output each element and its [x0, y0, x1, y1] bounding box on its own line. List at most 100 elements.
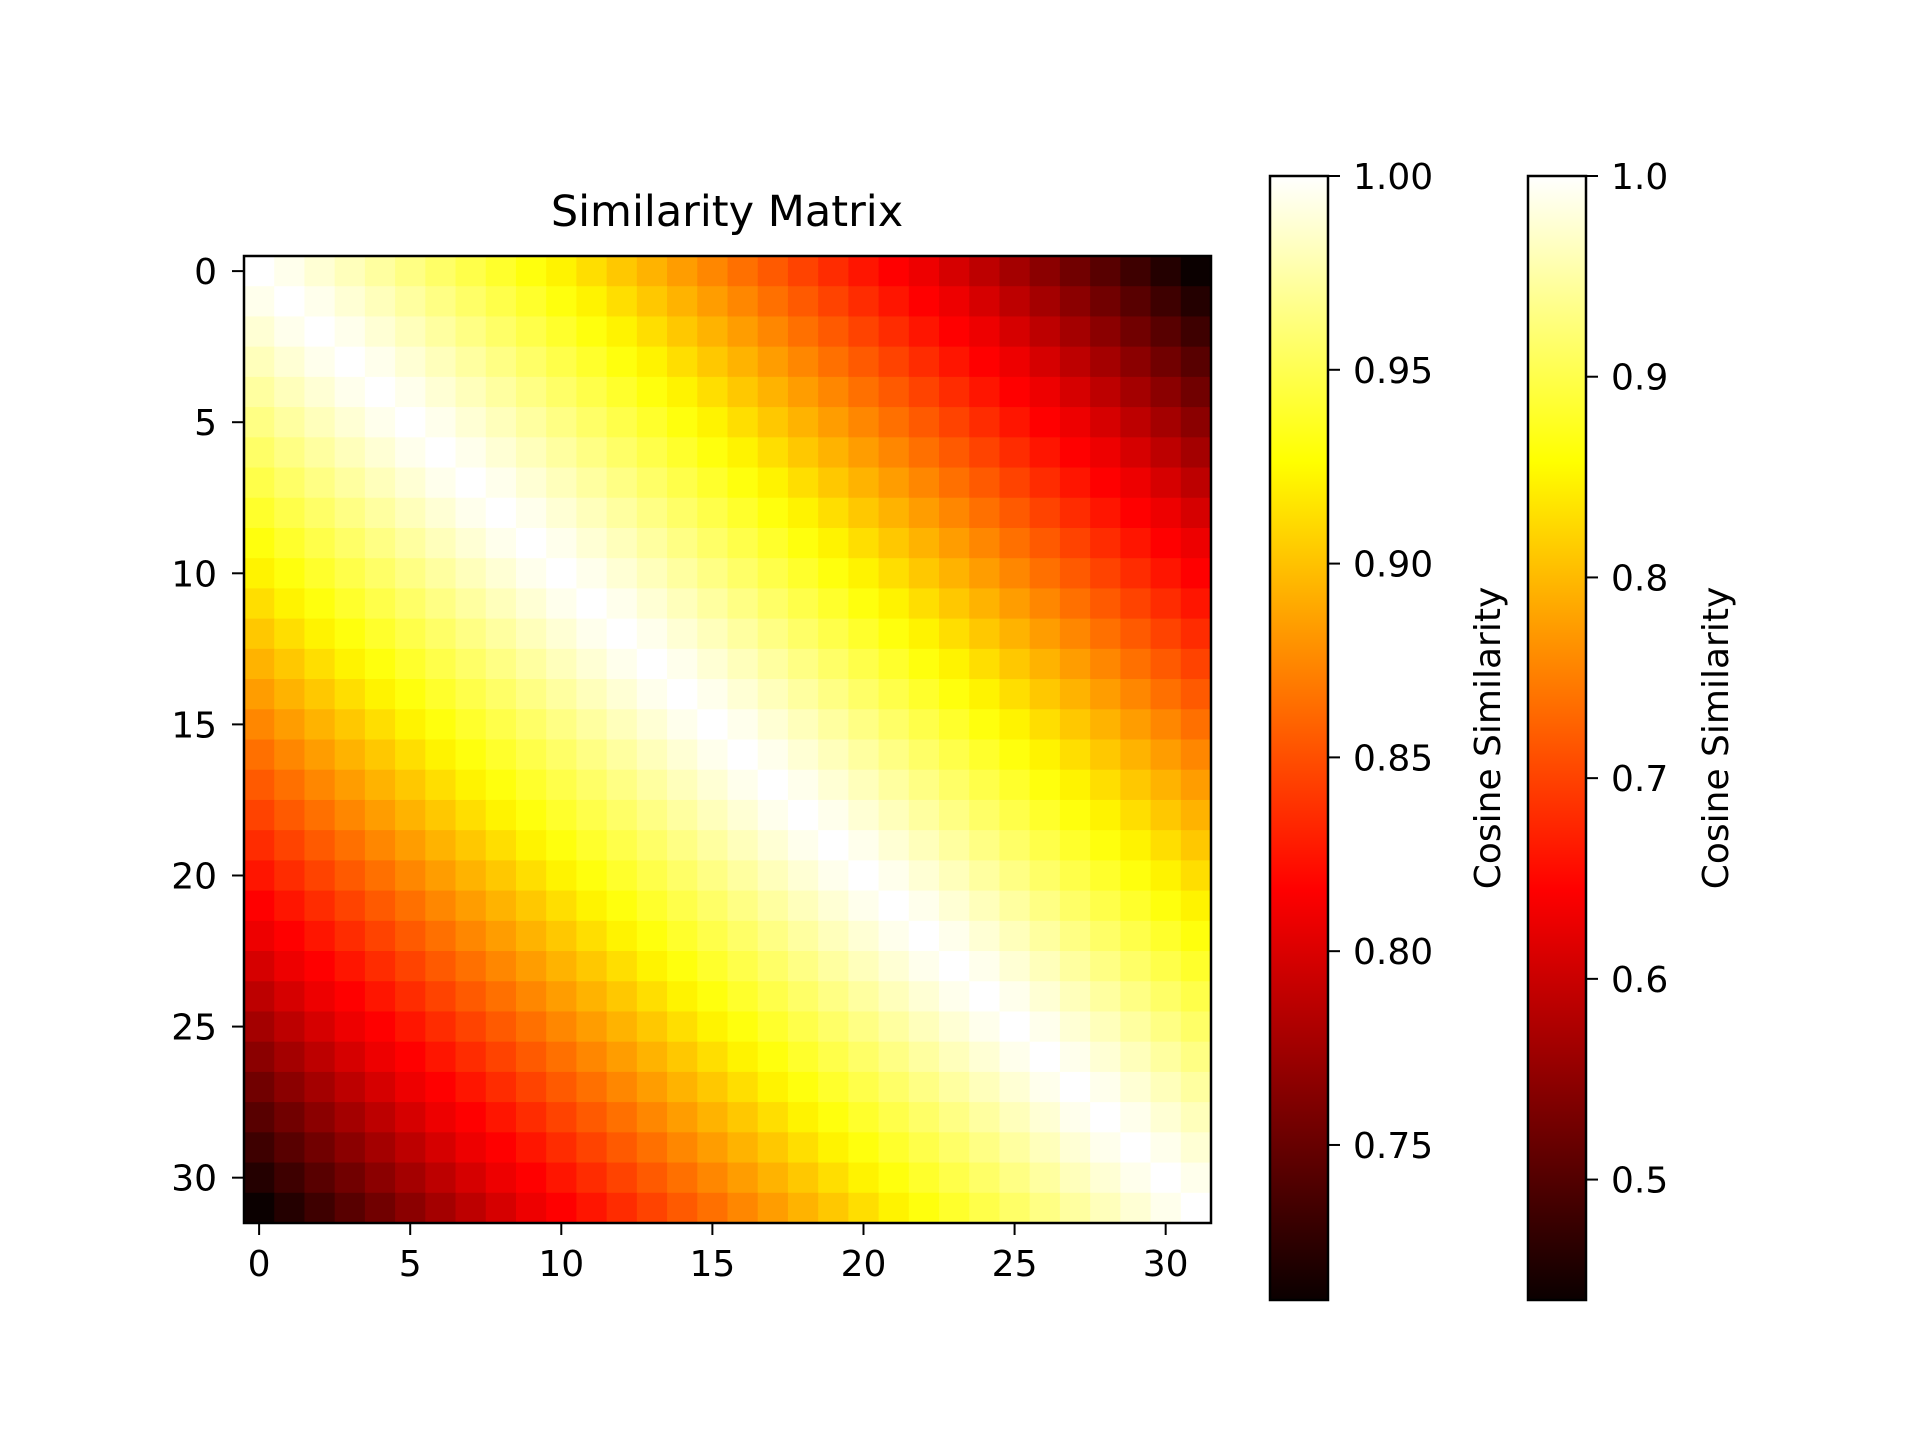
heatmap-cell [727, 860, 759, 892]
heatmap-cell [455, 981, 487, 1013]
heatmap-cell [455, 256, 487, 287]
heatmap-cell [908, 558, 940, 590]
heatmap-cell [878, 769, 910, 801]
heatmap-cell [425, 1041, 457, 1073]
colorbar-1-tick-label: 0.95 [1353, 351, 1433, 392]
heatmap-cell [395, 618, 426, 650]
heatmap-cell [667, 799, 698, 831]
heatmap-cell [999, 1071, 1031, 1103]
heatmap-cell [818, 588, 849, 620]
heatmap-cell [1180, 1192, 1212, 1224]
heatmap-cell [1180, 256, 1212, 287]
heatmap-cell [455, 1071, 487, 1103]
heatmap-cell [364, 860, 396, 892]
heatmap-cell [969, 497, 1001, 529]
heatmap-cell [939, 376, 970, 408]
heatmap-cell [304, 951, 336, 982]
heatmap-cell [999, 376, 1031, 408]
heatmap-cell [515, 1192, 547, 1224]
heatmap-cell [395, 376, 426, 408]
heatmap-cell [939, 890, 970, 922]
heatmap-cell [818, 527, 849, 559]
heatmap-cell [697, 407, 729, 438]
heatmap-cell [787, 799, 819, 831]
heatmap-cell [969, 709, 1001, 741]
heatmap-cell [304, 890, 336, 922]
heatmap-cell [395, 256, 426, 287]
heatmap-cell [1150, 618, 1182, 650]
heatmap-cell [576, 527, 608, 559]
heatmap-cell [455, 316, 487, 348]
heatmap-cell [395, 799, 426, 831]
heatmap-cell [546, 1132, 578, 1164]
heatmap-cell [334, 467, 366, 499]
heatmap-cell [697, 376, 729, 408]
heatmap-cell [1029, 527, 1061, 559]
heatmap-cell [546, 1041, 578, 1073]
heatmap-cell [485, 437, 517, 469]
heatmap-cell [455, 618, 487, 650]
heatmap-cell [485, 1132, 517, 1164]
heatmap-cell [304, 709, 336, 741]
heatmap-cell [969, 437, 1001, 469]
heatmap-cell [334, 618, 366, 650]
heatmap-cell [697, 739, 729, 771]
heatmap-cell [1090, 316, 1121, 348]
heatmap-cell [727, 679, 759, 710]
heatmap-cell [1029, 920, 1061, 952]
heatmap-cell [757, 890, 789, 922]
heatmap-cell [244, 376, 275, 408]
heatmap-cell [395, 890, 426, 922]
heatmap-cell [878, 830, 910, 861]
heatmap-cell [667, 437, 698, 469]
heatmap-cell [1120, 1192, 1152, 1224]
heatmap-cell [606, 1192, 638, 1224]
heatmap-cell [969, 1192, 1001, 1224]
heatmap-cell [848, 1192, 880, 1224]
heatmap-cell [364, 1011, 396, 1043]
heatmap-cell [787, 648, 819, 680]
heatmap-cell [878, 648, 910, 680]
heatmap-cell [425, 316, 457, 348]
heatmap-cell [727, 316, 759, 348]
heatmap-cell [304, 316, 336, 348]
colorbar-2-tick-label: 0.7 [1611, 759, 1668, 800]
heatmap-cell [485, 376, 517, 408]
heatmap-cell [576, 981, 608, 1013]
heatmap-cell [999, 346, 1031, 378]
heatmap-cell [546, 679, 578, 710]
heatmap-cell [1120, 739, 1152, 771]
heatmap-cell [395, 346, 426, 378]
heatmap-cell [757, 1011, 789, 1043]
heatmap-cell [1090, 709, 1121, 741]
heatmap-cell [1120, 1011, 1152, 1043]
heatmap-cell [485, 679, 517, 710]
heatmap-cell [546, 981, 578, 1013]
heatmap-cell [304, 799, 336, 831]
heatmap-cell [727, 1192, 759, 1224]
heatmap-cell [395, 1071, 426, 1103]
heatmap-cell [1059, 709, 1091, 741]
heatmap-cell [455, 286, 487, 318]
heatmap-cell [1120, 1041, 1152, 1073]
heatmap-cell [1120, 830, 1152, 861]
heatmap-cell [636, 407, 668, 438]
heatmap-cell [606, 860, 638, 892]
heatmap-cell [908, 256, 940, 287]
heatmap-cell [999, 1011, 1031, 1043]
heatmap-cell [274, 1071, 306, 1103]
heatmap-cell [485, 951, 517, 982]
heatmap-cell [818, 951, 849, 982]
heatmap-cell [334, 1192, 366, 1224]
heatmap-cell [515, 1011, 547, 1043]
heatmap-cell [546, 618, 578, 650]
heatmap-cell [1059, 1041, 1091, 1073]
heatmap-cell [334, 497, 366, 529]
heatmap-cell [274, 1132, 306, 1164]
heatmap-cell [1029, 1162, 1061, 1194]
heatmap-cell [908, 1192, 940, 1224]
heatmap-cell [908, 951, 940, 982]
heatmap-cell [274, 1162, 306, 1194]
heatmap-cell [546, 256, 578, 287]
heatmap-cell [908, 679, 940, 710]
